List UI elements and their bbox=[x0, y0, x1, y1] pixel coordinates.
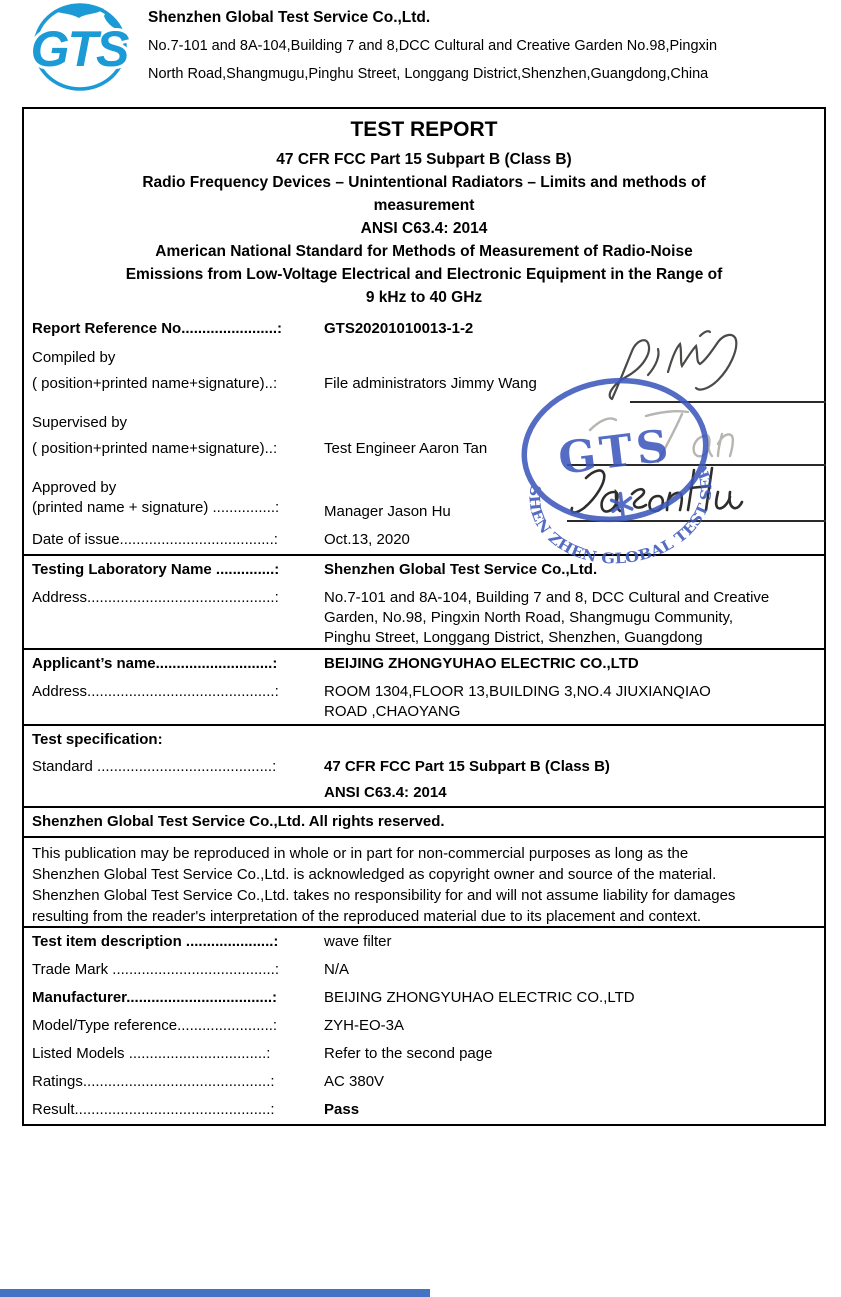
title-subtitle-4: ANSI C63.4: 2014 bbox=[360, 220, 488, 237]
model-type-reference-value: ZYH-EO-3A bbox=[324, 1017, 405, 1034]
company-name: Shenzhen Global Test Service Co.,Ltd. bbox=[148, 9, 431, 26]
test-item-description-value: wave filter bbox=[324, 933, 392, 950]
manufacturer-value: BEIJING ZHONGYUHAO ELECTRIC CO.,LTD bbox=[324, 989, 635, 1006]
title-subtitle-7: 9 kHz to 40 GHz bbox=[365, 289, 483, 306]
applicant-name-label: Applicant’s name........................… bbox=[32, 655, 278, 672]
row-manufacturer: Manufacturer............................… bbox=[24, 984, 824, 1012]
trade-mark-label: Trade Mark .............................… bbox=[32, 961, 279, 978]
gts-logo-icon: GTS bbox=[28, 3, 134, 91]
approved-by-value: Manager Jason Hu bbox=[324, 503, 451, 520]
doc-fields: Report Reference No.....................… bbox=[24, 315, 824, 1124]
row-date-of-issue: Date of issue...........................… bbox=[24, 526, 824, 554]
row-test-item-description: Test item description ..................… bbox=[24, 926, 824, 956]
testing-laboratory-name-value: Shenzhen Global Test Service Co.,Ltd. bbox=[324, 561, 598, 578]
row-standard: Standard ...............................… bbox=[24, 754, 824, 806]
supervised-by-label: Supervised by( position+printed name+sig… bbox=[32, 414, 278, 457]
signature-line-supervised bbox=[567, 464, 826, 466]
ratings-label: Ratings.................................… bbox=[32, 1073, 275, 1090]
row-listed-models: Listed Models ..........................… bbox=[24, 1040, 824, 1068]
model-type-reference-label: Model/Type reference....................… bbox=[32, 1017, 278, 1034]
company-address-line-1: No.7-101 and 8A-104,Building 7 and 8,DCC… bbox=[148, 38, 718, 54]
applicant-address-label: Address.................................… bbox=[32, 683, 279, 700]
row-testing-laboratory-name: Testing Laboratory Name ..............: S… bbox=[24, 554, 824, 584]
report-reference-no-value: GTS20201010013-1-2 bbox=[324, 320, 474, 337]
row-model-type-reference: Model/Type reference....................… bbox=[24, 1012, 824, 1040]
row-compiled-by: Compiled by( position+printed name+signa… bbox=[24, 343, 824, 408]
applicant-name-value: BEIJING ZHONGYUHAO ELECTRIC CO.,LTD bbox=[324, 655, 639, 672]
title-subtitles: 47 CFR FCC Part 15 Subpart B (Class B) Ra… bbox=[42, 148, 806, 309]
gts-logo-text: GTS bbox=[31, 21, 129, 77]
standard-label: Standard ...............................… bbox=[32, 758, 277, 775]
company-address-line-2: North Road,Shangmugu,Pinghu Street, Long… bbox=[148, 66, 709, 82]
manufacturer-label: Manufacturer............................… bbox=[32, 989, 278, 1006]
signature-line-approved bbox=[567, 520, 826, 522]
testing-laboratory-name-label: Testing Laboratory Name ..............: bbox=[32, 561, 280, 578]
title-subtitle-6: Emissions from Low-Voltage Electrical an… bbox=[125, 266, 723, 283]
signature-line-compiled bbox=[630, 401, 826, 403]
listed-models-value: Refer to the second page bbox=[324, 1045, 493, 1062]
laboratory-address-value: No.7-101 and 8A-104, Building 7 and 8, D… bbox=[324, 589, 770, 646]
bottom-bar bbox=[0, 1289, 430, 1297]
row-test-specification: Test specification: bbox=[24, 724, 824, 754]
standard-value: 47 CFR FCC Part 15 Subpart B (Class B) AN… bbox=[324, 758, 610, 801]
row-rights-notice: Shenzhen Global Test Service Co.,Ltd. Al… bbox=[24, 806, 824, 836]
title-block: TEST REPORT 47 CFR FCC Part 15 Subpart B… bbox=[24, 109, 824, 315]
result-value: Pass bbox=[324, 1101, 360, 1118]
report-reference-no-label: Report Reference No.....................… bbox=[32, 320, 283, 337]
date-of-issue-value: Oct.13, 2020 bbox=[324, 531, 410, 548]
row-ratings: Ratings.................................… bbox=[24, 1068, 824, 1096]
approved-by-label: Approved by (printed name + signature) ..… bbox=[32, 479, 280, 516]
page-title: TEST REPORT bbox=[350, 118, 498, 141]
row-report-reference-no: Report Reference No.....................… bbox=[24, 315, 824, 343]
trade-mark-value: N/A bbox=[324, 961, 350, 978]
result-label: Result..................................… bbox=[32, 1101, 275, 1118]
row-laboratory-address: Address.................................… bbox=[24, 584, 824, 648]
compiled-by-value: File administrators Jimmy Wang bbox=[324, 375, 537, 392]
laboratory-address-label: Address.................................… bbox=[32, 589, 279, 606]
test-item-description-label: Test item description ..................… bbox=[32, 933, 279, 950]
row-approved-by: Approved by (printed name + signature) ..… bbox=[24, 473, 824, 526]
title-subtitle-3: measurement bbox=[373, 197, 475, 214]
date-of-issue-label: Date of issue...........................… bbox=[32, 531, 278, 548]
copyright-notice-text: This publication may be reproduced in wh… bbox=[32, 845, 736, 925]
applicant-address-value: ROOM 1304,FLOOR 13,BUILDING 3,NO.4 JIUXI… bbox=[324, 683, 711, 720]
supervised-by-value: Test Engineer Aaron Tan bbox=[324, 440, 488, 457]
letterhead: GTS Shenzhen Global Test Service Co.,Ltd… bbox=[18, 2, 828, 98]
rights-notice-text: Shenzhen Global Test Service Co.,Ltd. Al… bbox=[32, 813, 445, 830]
row-copyright-notice: This publication may be reproduced in wh… bbox=[24, 836, 824, 926]
listed-models-label: Listed Models ..........................… bbox=[32, 1045, 271, 1062]
test-specification-label: Test specification: bbox=[32, 731, 163, 748]
ratings-value: AC 380V bbox=[324, 1073, 385, 1090]
title-subtitle-2: Radio Frequency Devices – Unintentional … bbox=[142, 174, 706, 191]
title-subtitle-1: 47 CFR FCC Part 15 Subpart B (Class B) bbox=[276, 151, 572, 168]
row-applicant-address: Address.................................… bbox=[24, 678, 824, 724]
letterhead-text: Shenzhen Global Test Service Co.,Ltd. No… bbox=[148, 2, 828, 84]
row-result: Result..................................… bbox=[24, 1096, 824, 1124]
row-supervised-by: Supervised by( position+printed name+sig… bbox=[24, 408, 824, 473]
compiled-by-label: Compiled by( position+printed name+signa… bbox=[32, 349, 278, 392]
report-table: TEST REPORT 47 CFR FCC Part 15 Subpart B… bbox=[22, 107, 826, 1126]
row-trade-mark: Trade Mark .............................… bbox=[24, 956, 824, 984]
row-applicant-name: Applicant’s name........................… bbox=[24, 648, 824, 678]
title-subtitle-5: American National Standard for Methods o… bbox=[155, 243, 693, 260]
